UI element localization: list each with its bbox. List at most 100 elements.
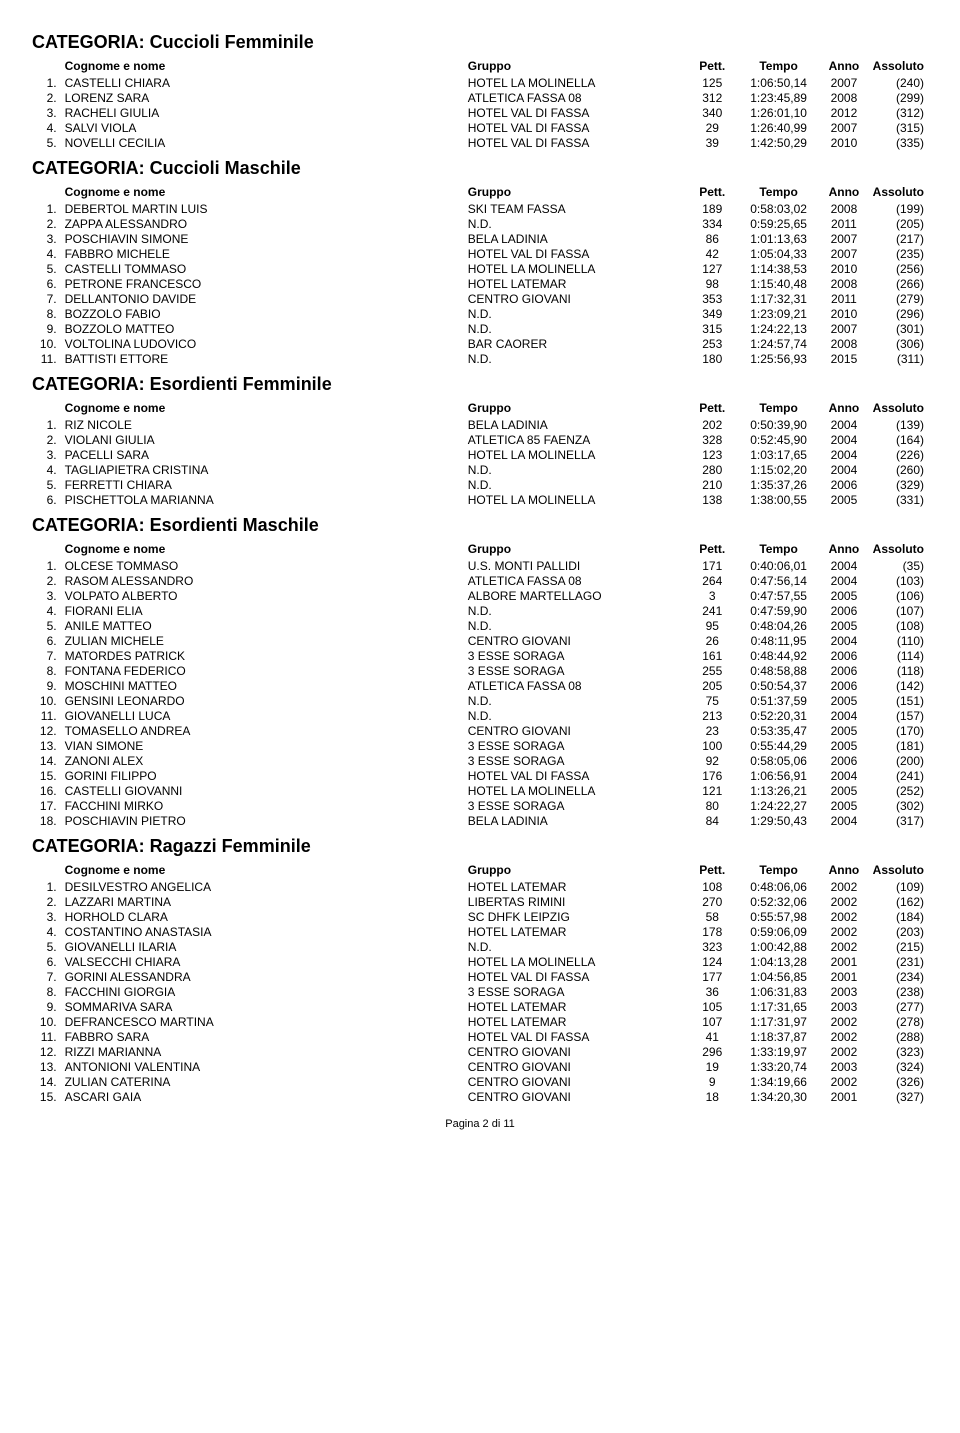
cell-anno: 2005 <box>820 618 867 633</box>
cell-group: 3 ESSE SORAGA <box>464 738 688 753</box>
cell-rank: 9. <box>32 999 61 1014</box>
cell-pett: 177 <box>688 969 737 984</box>
cell-pett: 264 <box>688 573 737 588</box>
cell-anno: 2002 <box>820 909 867 924</box>
cell-rank: 18. <box>32 813 61 828</box>
cell-pett: 19 <box>688 1059 737 1074</box>
cell-assoluto: (279) <box>867 291 928 306</box>
cell-assoluto: (199) <box>867 201 928 216</box>
cell-tempo: 1:34:20,30 <box>737 1089 821 1104</box>
cell-rank: 1. <box>32 201 61 216</box>
cell-pett: 98 <box>688 276 737 291</box>
cell-group: N.D. <box>464 321 688 336</box>
col-tempo: Tempo <box>737 540 821 558</box>
table-row: 5. ANILE MATTEO N.D. 95 0:48:04,26 2005 … <box>32 618 928 633</box>
cell-anno: 2010 <box>820 306 867 321</box>
cell-tempo: 1:24:22,13 <box>737 321 821 336</box>
cell-anno: 2002 <box>820 1044 867 1059</box>
cell-rank: 7. <box>32 969 61 984</box>
cell-anno: 2003 <box>820 1059 867 1074</box>
table-row: 5. NOVELLI CECILIA HOTEL VAL DI FASSA 39… <box>32 135 928 150</box>
cell-pett: 58 <box>688 909 737 924</box>
table-row: 2. VIOLANI GIULIA ATLETICA 85 FAENZA 328… <box>32 432 928 447</box>
col-cognome: Cognome e nome <box>61 861 464 879</box>
cell-tempo: 1:06:50,14 <box>737 75 821 90</box>
table-row: 7. MATORDES PATRICK 3 ESSE SORAGA 161 0:… <box>32 648 928 663</box>
cell-anno: 2012 <box>820 105 867 120</box>
cell-anno: 2006 <box>820 648 867 663</box>
cell-rank: 1. <box>32 879 61 894</box>
cell-pett: 340 <box>688 105 737 120</box>
cell-pett: 334 <box>688 216 737 231</box>
cell-name: LORENZ SARA <box>61 90 464 105</box>
cell-pett: 18 <box>688 1089 737 1104</box>
cell-pett: 29 <box>688 120 737 135</box>
cell-name: FABBRO MICHELE <box>61 246 464 261</box>
cell-anno: 2002 <box>820 894 867 909</box>
cell-rank: 5. <box>32 261 61 276</box>
cell-name: MATORDES PATRICK <box>61 648 464 663</box>
cell-assoluto: (277) <box>867 999 928 1014</box>
cell-anno: 2002 <box>820 924 867 939</box>
results-table: Cognome e nome Gruppo Pett. Tempo Anno A… <box>32 57 928 150</box>
cell-pett: 107 <box>688 1014 737 1029</box>
cell-pett: 138 <box>688 492 737 507</box>
cell-assoluto: (110) <box>867 633 928 648</box>
col-gruppo: Gruppo <box>464 399 688 417</box>
cell-tempo: 1:33:19,97 <box>737 1044 821 1059</box>
table-row: 1. RIZ NICOLE BELA LADINIA 202 0:50:39,9… <box>32 417 928 432</box>
cell-name: FIORANI ELIA <box>61 603 464 618</box>
cell-name: DELLANTONIO DAVIDE <box>61 291 464 306</box>
cell-rank: 11. <box>32 1029 61 1044</box>
cell-pett: 124 <box>688 954 737 969</box>
cell-assoluto: (231) <box>867 954 928 969</box>
col-anno: Anno <box>820 399 867 417</box>
cell-tempo: 1:17:32,31 <box>737 291 821 306</box>
cell-tempo: 1:14:38,53 <box>737 261 821 276</box>
table-row: 3. VOLPATO ALBERTO ALBORE MARTELLAGO 3 0… <box>32 588 928 603</box>
cell-pett: 189 <box>688 201 737 216</box>
cell-name: BOZZOLO MATTEO <box>61 321 464 336</box>
cell-anno: 2005 <box>820 783 867 798</box>
cell-group: CENTRO GIOVANI <box>464 291 688 306</box>
cell-tempo: 0:47:59,90 <box>737 603 821 618</box>
cell-rank: 6. <box>32 492 61 507</box>
cell-assoluto: (299) <box>867 90 928 105</box>
results-table: Cognome e nome Gruppo Pett. Tempo Anno A… <box>32 183 928 366</box>
cell-pett: 353 <box>688 291 737 306</box>
cell-pett: 86 <box>688 231 737 246</box>
table-row: 8. FONTANA FEDERICO 3 ESSE SORAGA 255 0:… <box>32 663 928 678</box>
cell-anno: 2006 <box>820 753 867 768</box>
col-anno: Anno <box>820 183 867 201</box>
cell-assoluto: (317) <box>867 813 928 828</box>
col-gruppo: Gruppo <box>464 57 688 75</box>
table-row: 2. RASOM ALESSANDRO ATLETICA FASSA 08 26… <box>32 573 928 588</box>
cell-name: CASTELLI CHIARA <box>61 75 464 90</box>
cell-assoluto: (114) <box>867 648 928 663</box>
table-row: 12. RIZZI MARIANNA CENTRO GIOVANI 296 1:… <box>32 1044 928 1059</box>
cell-anno: 2008 <box>820 201 867 216</box>
cell-rank: 10. <box>32 1014 61 1029</box>
table-row: 11. FABBRO SARA HOTEL VAL DI FASSA 41 1:… <box>32 1029 928 1044</box>
table-row: 10. GENSINI LEONARDO N.D. 75 0:51:37,59 … <box>32 693 928 708</box>
cell-group: N.D. <box>464 939 688 954</box>
cell-tempo: 0:50:39,90 <box>737 417 821 432</box>
cell-rank: 5. <box>32 618 61 633</box>
table-row: 1. DESILVESTRO ANGELICA HOTEL LATEMAR 10… <box>32 879 928 894</box>
cell-pett: 161 <box>688 648 737 663</box>
cell-pett: 36 <box>688 984 737 999</box>
cell-name: SOMMARIVA SARA <box>61 999 464 1014</box>
cell-group: HOTEL LATEMAR <box>464 1014 688 1029</box>
cell-pett: 3 <box>688 588 737 603</box>
cell-name: VOLPATO ALBERTO <box>61 588 464 603</box>
cell-assoluto: (157) <box>867 708 928 723</box>
cell-group: ATLETICA FASSA 08 <box>464 90 688 105</box>
cell-rank: 4. <box>32 246 61 261</box>
cell-tempo: 0:58:03,02 <box>737 201 821 216</box>
cell-group: HOTEL VAL DI FASSA <box>464 1029 688 1044</box>
cell-group: HOTEL VAL DI FASSA <box>464 120 688 135</box>
cell-name: CASTELLI GIOVANNI <box>61 783 464 798</box>
cell-pett: 213 <box>688 708 737 723</box>
results-page: CATEGORIA: Cuccioli Femminile Cognome e … <box>32 30 928 1104</box>
col-cognome: Cognome e nome <box>61 540 464 558</box>
